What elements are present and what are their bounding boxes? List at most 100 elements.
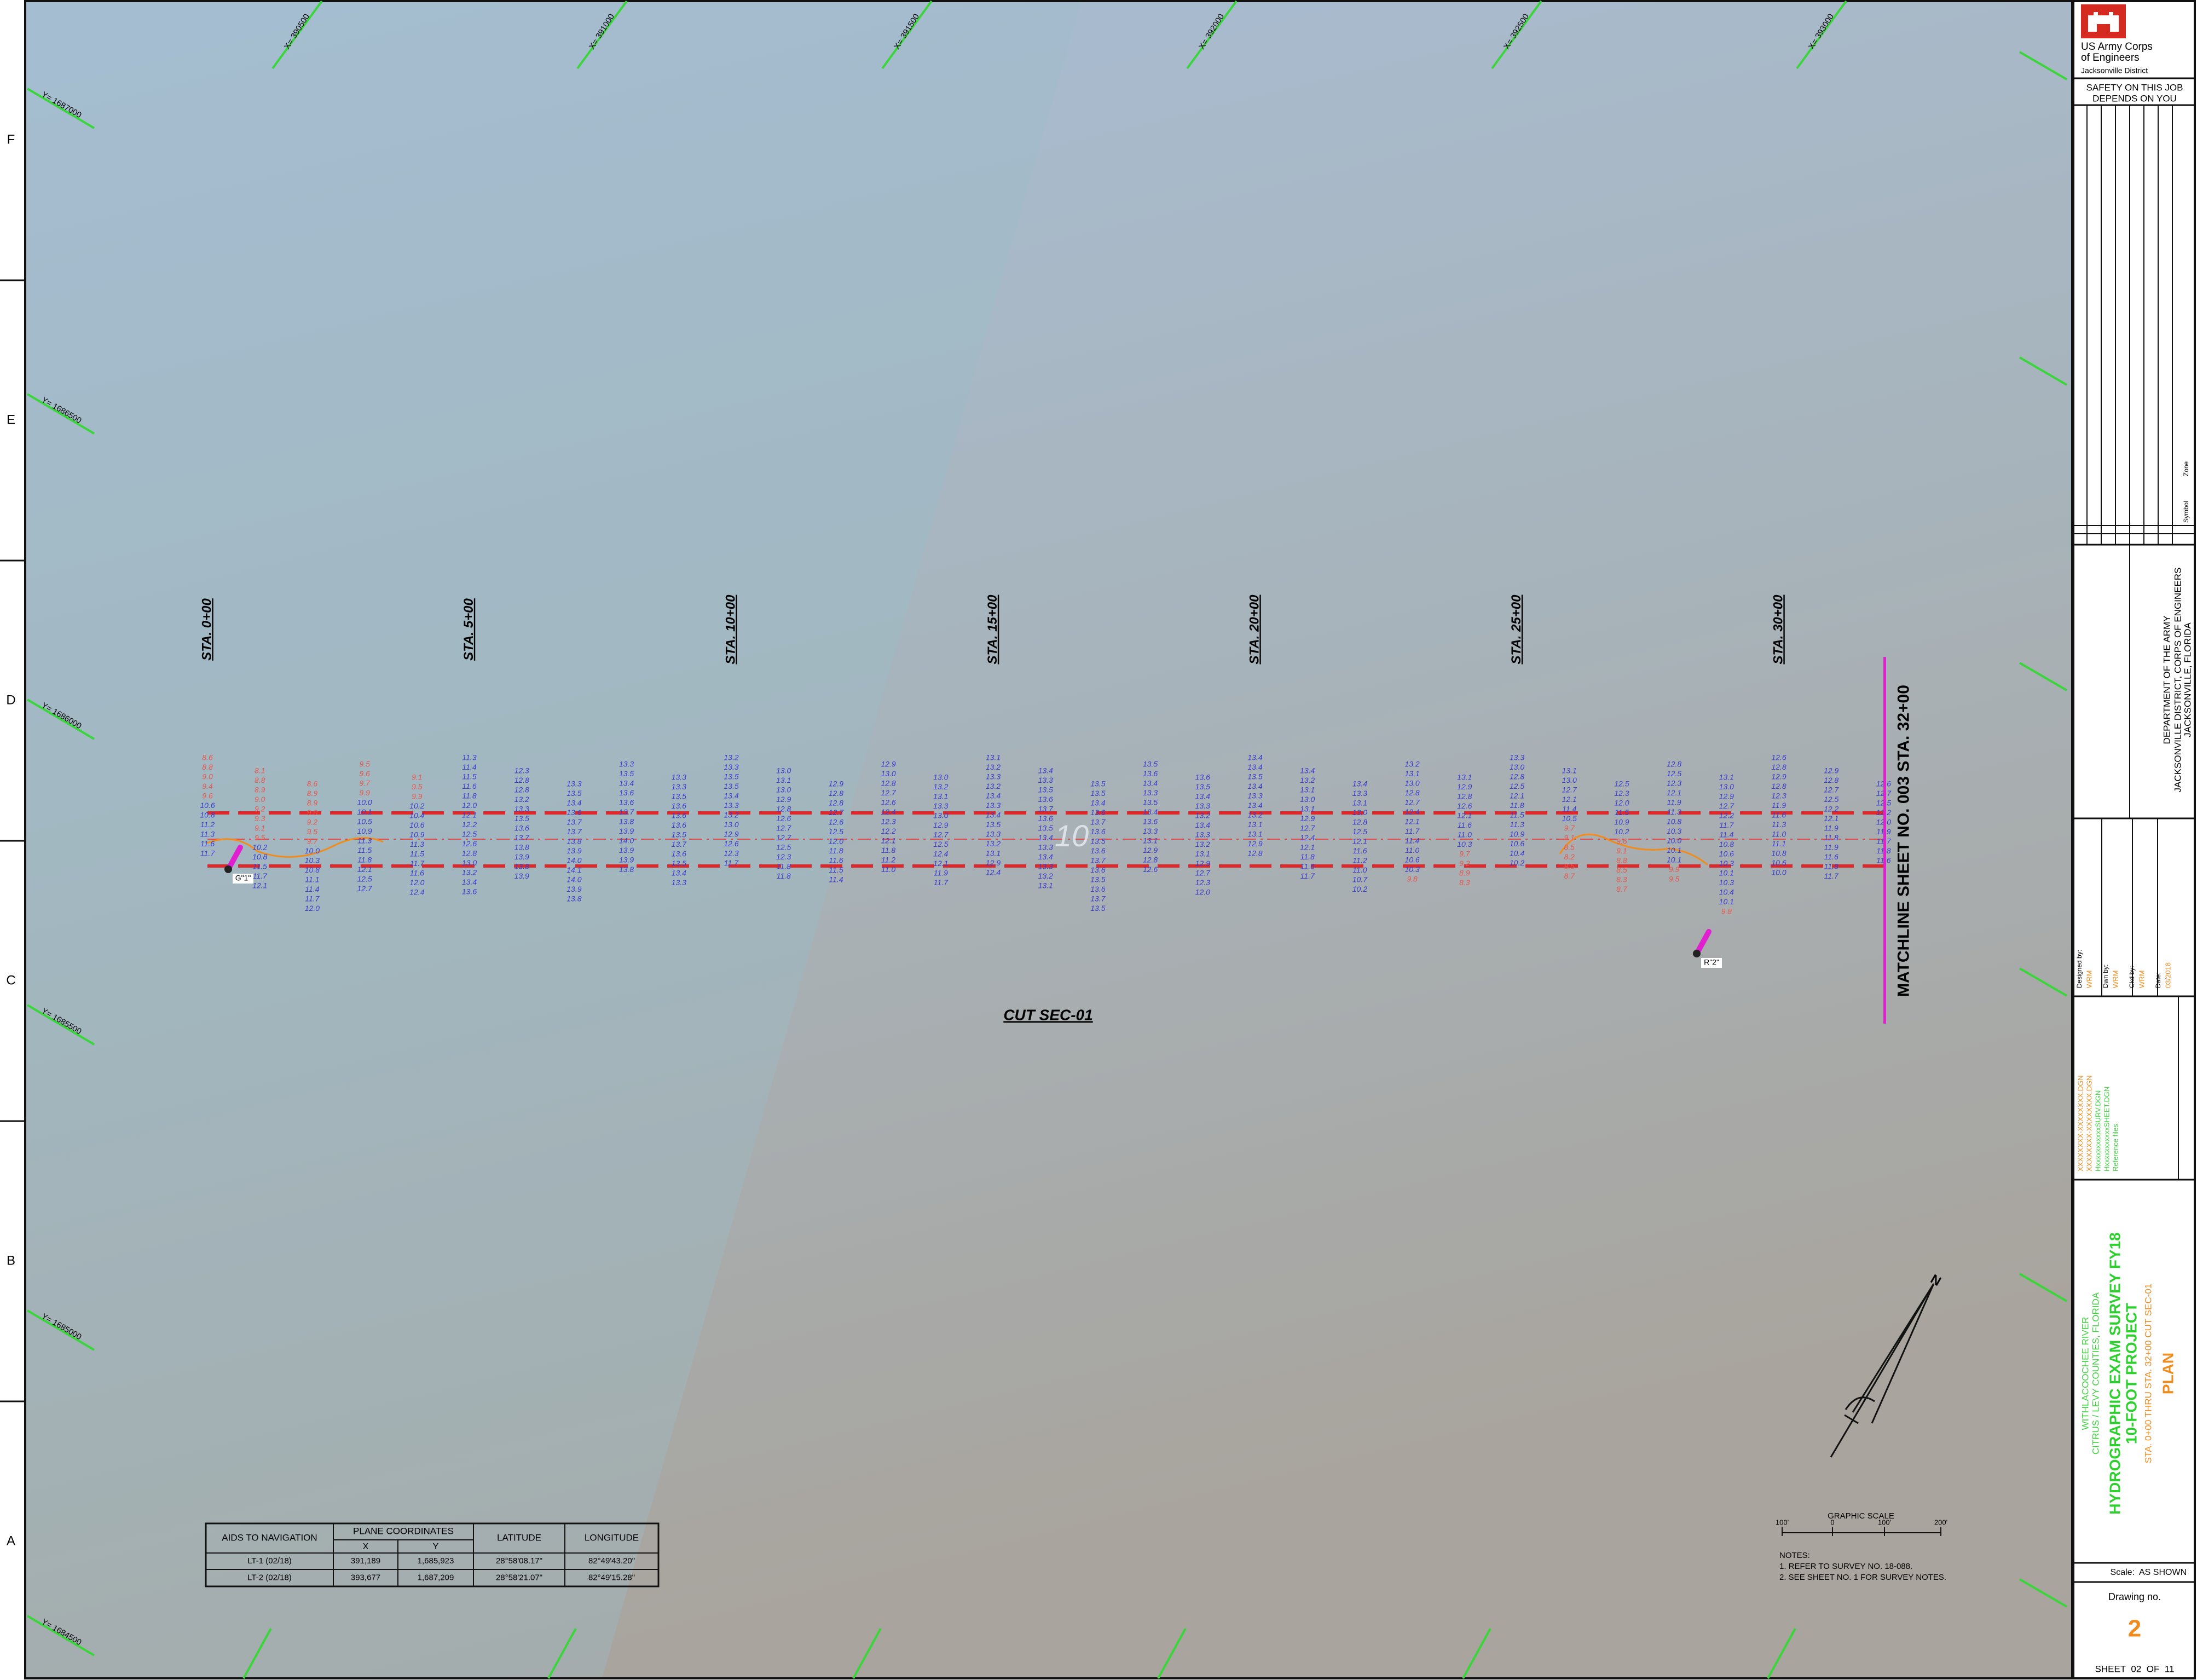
grid-tick bbox=[2019, 967, 2068, 997]
sounding: 12.9 bbox=[933, 821, 948, 829]
sounding: 13.4 bbox=[1195, 821, 1210, 829]
sounding: 13.5 bbox=[1090, 789, 1105, 798]
grid-tick bbox=[1796, 0, 1847, 70]
sounding: 13.3 bbox=[1352, 789, 1367, 798]
sounding: 8.8 bbox=[202, 763, 213, 771]
sounding: 11.8 bbox=[1824, 862, 1838, 871]
grid-tick bbox=[1157, 1628, 1187, 1679]
revision-header: Symbol bbox=[2182, 501, 2190, 523]
sounding: 11.5 bbox=[1615, 808, 1629, 817]
sounding: 12.8 bbox=[776, 805, 791, 813]
sounding: 13.5 bbox=[672, 830, 686, 839]
table-cell: LT-2 (02/18) bbox=[247, 1573, 292, 1582]
table-cell: 391,189 bbox=[351, 1556, 380, 1566]
grid-tick bbox=[26, 698, 95, 740]
station-label: STA. 15+00 bbox=[985, 594, 1000, 665]
sounding: 9.1 bbox=[1564, 833, 1574, 842]
sounding: 11.8 bbox=[357, 856, 372, 864]
sounding: 11.3 bbox=[462, 753, 476, 762]
credit-label: Date: bbox=[2154, 972, 2162, 988]
sounding: 8.5 bbox=[1564, 862, 1575, 871]
sounding: 8.1 bbox=[255, 766, 265, 775]
sounding: 11.8 bbox=[829, 846, 843, 855]
sounding: 8.5 bbox=[1564, 843, 1575, 852]
sounding: 12.8 bbox=[881, 779, 895, 788]
sounding: 10.8 bbox=[252, 852, 267, 861]
sounding: 13.1 bbox=[1143, 836, 1158, 845]
revision-header: Zone bbox=[2182, 461, 2190, 476]
sounding: 13.3 bbox=[1038, 776, 1053, 784]
sounding: 13.5 bbox=[619, 769, 634, 778]
sounding: 12.8 bbox=[1667, 760, 1681, 769]
sounding: 11.4 bbox=[1405, 836, 1419, 845]
grid-tick bbox=[1491, 0, 1542, 70]
sounding: 13.4 bbox=[462, 877, 477, 886]
sounding: 13.3 bbox=[1143, 827, 1158, 835]
zone-label: D bbox=[6, 692, 15, 707]
sounding: 9.9 bbox=[359, 788, 370, 797]
sounding: 13.3 bbox=[1195, 830, 1210, 839]
sounding: 12.7 bbox=[1562, 786, 1577, 794]
sounding: 13.3 bbox=[514, 805, 529, 813]
grid-tick bbox=[26, 1615, 95, 1656]
sounding: 9.7 bbox=[307, 837, 319, 846]
sounding: 13.3 bbox=[672, 782, 686, 791]
sounding: 10.0 bbox=[1667, 836, 1681, 845]
sounding: 11.4 bbox=[1562, 805, 1576, 813]
sounding: 11.3 bbox=[1772, 820, 1786, 829]
sounding: 12.8 bbox=[1824, 776, 1838, 784]
sounding: 10.3 bbox=[305, 856, 320, 865]
sounding: 12.3 bbox=[514, 766, 529, 775]
note: 2. SEE SHEET NO. 1 FOR SURVEY NOTES. bbox=[1779, 1573, 1946, 1582]
grid-tick bbox=[1186, 0, 1238, 70]
sounding: 13.1 bbox=[986, 753, 1001, 762]
sounding: 13.2 bbox=[1038, 871, 1053, 880]
sounding: 13.1 bbox=[1457, 773, 1472, 782]
sounding: 13.1 bbox=[933, 792, 948, 801]
sounding: 13.1 bbox=[776, 776, 791, 784]
table-cell: 82°49'15.28" bbox=[588, 1573, 635, 1582]
sounding: 8.9 bbox=[307, 799, 318, 807]
sounding: 12.1 bbox=[1824, 814, 1838, 823]
sounding: 13.5 bbox=[1038, 786, 1053, 794]
office: JACKSONVILLE DISTRICT, CORPS OF ENGINEER… bbox=[2172, 568, 2183, 793]
sounding: 12.1 bbox=[1562, 795, 1577, 804]
sounding: 13.1 bbox=[1247, 820, 1262, 829]
sounding: 11.8 bbox=[462, 792, 476, 800]
sounding: 13.8 bbox=[566, 837, 581, 846]
sounding: 12.3 bbox=[1614, 789, 1629, 798]
buoy-point bbox=[1693, 950, 1701, 957]
sounding: 11.6 bbox=[1352, 846, 1367, 855]
sounding: 11.9 bbox=[1772, 801, 1786, 810]
sounding: 12.9 bbox=[1771, 772, 1786, 781]
sounding: 9.1 bbox=[412, 773, 422, 782]
sounding: 11.6 bbox=[462, 782, 476, 790]
sounding: 10.0 bbox=[305, 846, 320, 855]
sounding: 13.2 bbox=[1300, 776, 1315, 784]
sounding: 9.7 bbox=[359, 779, 371, 788]
sounding: 10.6 bbox=[200, 801, 215, 810]
sounding: 13.4 bbox=[986, 792, 1001, 800]
sounding: 12.1 bbox=[1510, 792, 1524, 800]
sounding: 13.0 bbox=[776, 766, 791, 775]
sounding: 13.8 bbox=[566, 894, 581, 903]
grid-tick bbox=[1462, 1628, 1491, 1679]
sounding: 13.3 bbox=[672, 878, 686, 887]
buoy-label: R"2" bbox=[1704, 958, 1719, 967]
sounding: 13.2 bbox=[986, 782, 1001, 790]
credit-value: 03/2018 bbox=[2164, 962, 2172, 988]
sounding: 10.5 bbox=[357, 817, 372, 826]
sounding: 13.3 bbox=[1510, 753, 1524, 762]
sounding: 13.2 bbox=[1195, 840, 1210, 848]
sounding: 12.6 bbox=[881, 798, 895, 807]
sounding: 11.7 bbox=[724, 858, 739, 867]
sounding: 12.4 bbox=[986, 868, 1001, 877]
sounding: 8.8 bbox=[255, 776, 265, 784]
sounding: 12.6 bbox=[1457, 801, 1472, 810]
sounding: 13.5 bbox=[1090, 837, 1105, 846]
sounding: 10.0 bbox=[357, 798, 372, 807]
station-label: STA. 30+00 bbox=[1771, 594, 1785, 665]
sounding: 9.1 bbox=[1616, 846, 1627, 855]
sounding: 11.0 bbox=[1458, 830, 1472, 839]
sounding: 8.9 bbox=[255, 786, 265, 794]
